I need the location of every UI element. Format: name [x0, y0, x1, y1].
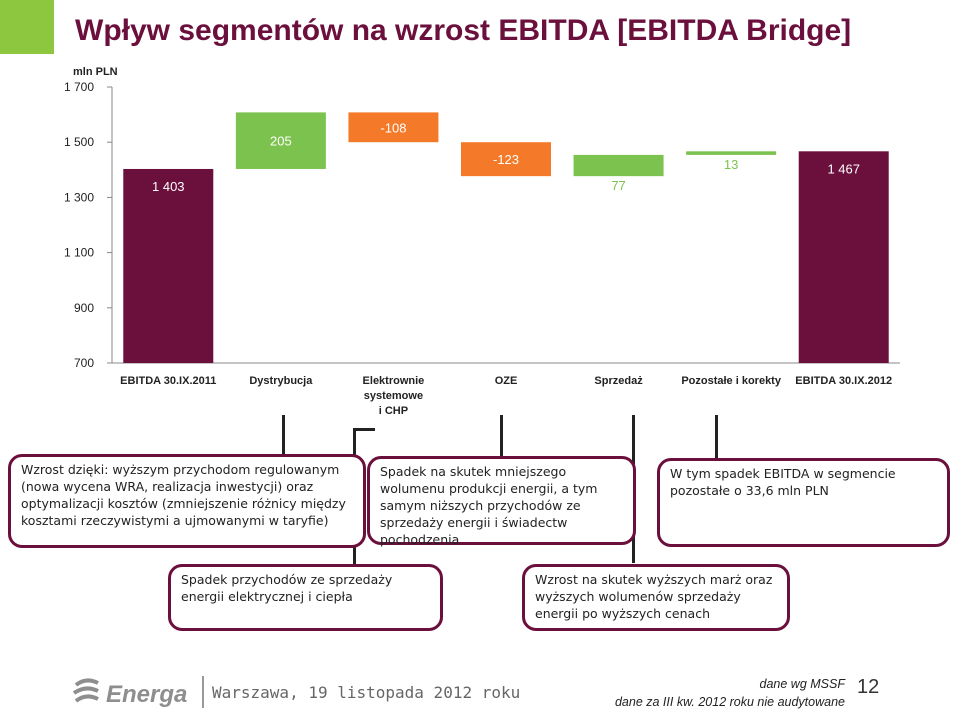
callout-dystrybucja: Wzrost dzięki: wyższym przychodom regulo… [8, 454, 366, 548]
x-tick-label: Pozostałe i korekty [681, 375, 782, 387]
energa-logo: Energa [72, 678, 187, 708]
callout-pozostale: W tym spadek EBITDA w segmencie pozostał… [657, 458, 950, 547]
x-tick-label: Dystrybucja [249, 375, 313, 387]
bar [123, 168, 214, 363]
y-axis-ticks: 700 900 1 100 1 300 1 500 1 700 [64, 80, 112, 370]
y-tick-label: 700 [74, 356, 94, 370]
footer-separator [202, 676, 204, 708]
footer-city-date: Warszawa, 19 listopada 2012 roku [212, 683, 521, 702]
data-label: 205 [270, 134, 292, 149]
data-label: -123 [493, 152, 519, 167]
bars [123, 112, 889, 363]
page-title: Wpływ segmentów na wzrost EBITDA [EBITDA… [75, 14, 852, 47]
bar [235, 112, 326, 169]
ebitda-bridge-chart: mln PLN 700 900 1 100 1 300 1 500 1 700 1 403… [64, 66, 900, 417]
bar [348, 112, 439, 143]
y-tick-label: 1 300 [64, 190, 94, 204]
connector-elektrownie-b [353, 428, 375, 431]
y-tick-label: 1 100 [64, 246, 94, 260]
data-label: 77 [611, 178, 625, 193]
bar [686, 151, 777, 155]
callout-elektrownie: Spadek przychodów ze sprzedaży energii e… [168, 564, 443, 631]
y-axis-unit: mln PLN [73, 66, 118, 78]
y-tick-label: 1 500 [64, 135, 94, 149]
footer-note-line1: dane wg MSSF [759, 677, 845, 691]
y-tick-label: 900 [74, 301, 94, 315]
connector-oze [500, 415, 503, 460]
y-tick-label: 1 700 [64, 80, 94, 94]
data-label: 1 467 [827, 161, 860, 176]
data-label: 1 403 [152, 179, 185, 194]
page-number: 12 [857, 676, 880, 698]
callout-sprzedaz: Wzrost na skutek wyższych marż oraz wyżs… [522, 564, 790, 631]
data-label: 13 [724, 157, 738, 172]
category-labels: EBITDA 30.IX.2011 Dystrybucja Elektrownie s… [120, 375, 892, 417]
x-tick-label: Sprzedaż [594, 375, 643, 387]
x-tick-label: EBITDA 30.IX.2012 [795, 375, 892, 387]
accent-bar [0, 0, 54, 54]
energa-logo-text: Energa [106, 681, 187, 708]
x-tick-label: Elektrownie systemowe i CHP [363, 375, 425, 417]
bar [798, 151, 889, 363]
x-tick-label: EBITDA 30.IX.2011 [120, 375, 216, 387]
value-labels: 1 403 205 -108 -123 77 13 1 467 [152, 120, 860, 194]
data-label: -108 [380, 120, 406, 135]
bar [461, 142, 551, 177]
bar [573, 154, 664, 177]
connector-pozostale [715, 415, 718, 459]
chart-axes [111, 87, 900, 364]
x-tick-label: OZE [495, 375, 518, 387]
footer-note-line2: dane za III kw. 2012 roku nie audytowane [614, 695, 845, 709]
energa-logo-mark-icon [72, 678, 99, 703]
callout-oze: Spadek na skutek mniejszego wolumenu pro… [367, 456, 636, 547]
connector-dystrybucja [282, 415, 285, 458]
